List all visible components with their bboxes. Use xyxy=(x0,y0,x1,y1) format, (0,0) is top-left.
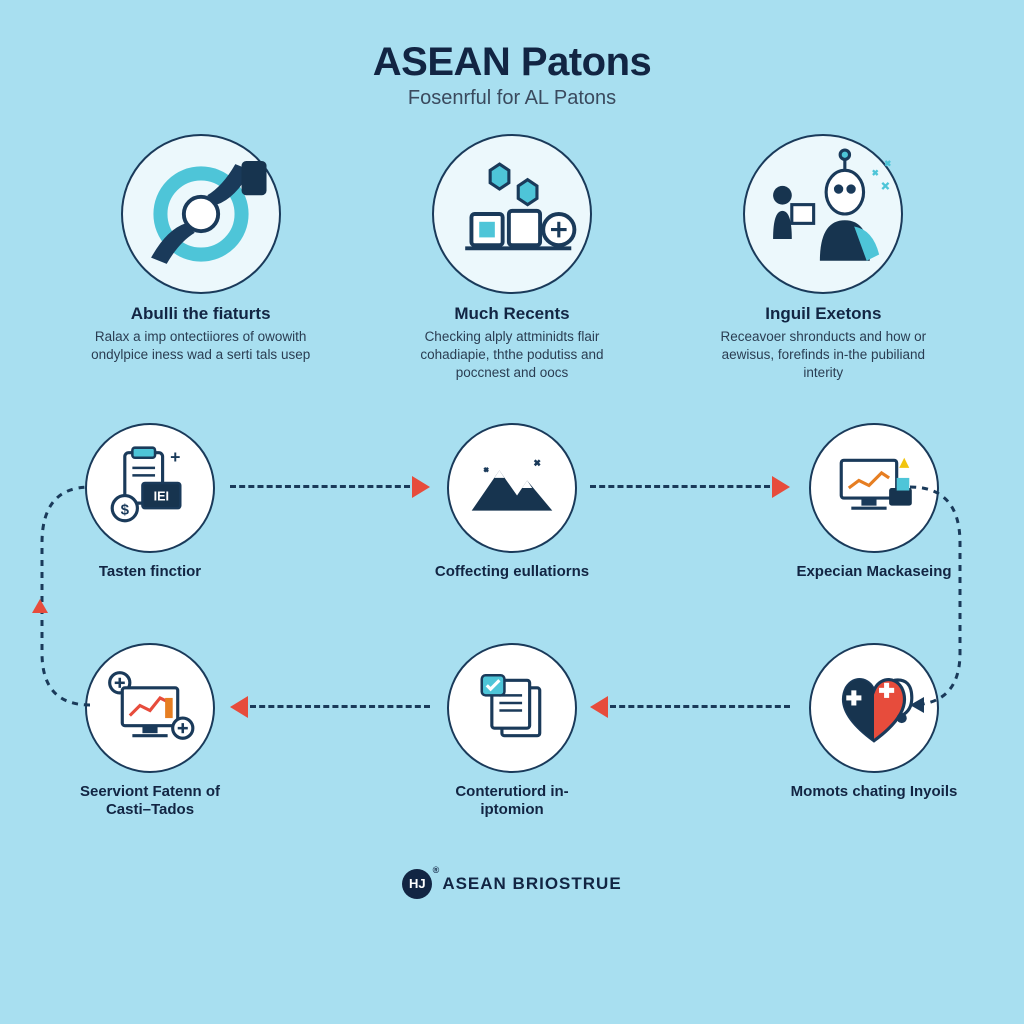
arrow-r2-b xyxy=(230,705,430,709)
flow-label-2: Coffecting eullatiorns xyxy=(435,563,589,582)
flow-diagram: IEI + $ Tasten finctior Coffecting eulla… xyxy=(60,423,964,863)
arrow-r1-a xyxy=(230,485,430,489)
top-item-3: Inguil Exetons Receavoer shronducts and … xyxy=(683,134,964,383)
top-desc-3: Receavoer shronducts and how or aewisus,… xyxy=(713,328,933,383)
footer-brand: ASEAN BRIOSTRUE xyxy=(442,874,621,894)
footer: HJ ASEAN BRIOSTRUE xyxy=(60,869,964,899)
flow-label-1: Tasten finctior xyxy=(99,563,201,582)
robot-person-icon xyxy=(743,134,903,294)
top-item-1: Abulli the fiaturts Ralax a imp ontectii… xyxy=(60,134,341,383)
page-subtitle: Fosenrful for AL Patons xyxy=(60,87,964,110)
flow-label-5: Conterutiord in-iptomion xyxy=(427,783,597,821)
top-desc-2: Checking alply attminidts flair cohadiap… xyxy=(402,328,622,383)
arrow-right-curve xyxy=(910,483,980,718)
footer-badge-icon: HJ xyxy=(402,869,432,899)
top-label-1: Abulli the fiaturts xyxy=(131,304,271,324)
monitor-trend-icon xyxy=(85,643,215,773)
flow-item-5: Conterutiord in-iptomion xyxy=(422,643,602,821)
mountains-icon xyxy=(447,423,577,553)
header: ASEAN Patons Fosenrful for AL Patons xyxy=(60,40,964,110)
svg-text:IEI: IEI xyxy=(154,489,169,503)
top-desc-1: Ralax a imp ontectiiores of owowith ondy… xyxy=(91,328,311,364)
arrow-left-curve xyxy=(30,483,100,718)
hands-wheel-icon xyxy=(121,134,281,294)
flow-label-6: Momots chating Inyoils xyxy=(791,783,958,802)
top-item-2: Much Recents Checking alply attminidts f… xyxy=(371,134,652,383)
documents-check-icon xyxy=(447,643,577,773)
page-title: ASEAN Patons xyxy=(60,40,964,85)
top-row: Abulli the fiaturts Ralax a imp ontectii… xyxy=(60,134,964,383)
svg-text:$: $ xyxy=(121,501,130,518)
flow-item-2: Coffecting eullatiorns xyxy=(422,423,602,582)
svg-text:+: + xyxy=(170,446,180,466)
badges-icon xyxy=(432,134,592,294)
arrow-r1-b xyxy=(590,485,790,489)
top-label-2: Much Recents xyxy=(454,304,569,324)
flow-row-2: Seerviont Fatenn of Casti–Tados Conterut… xyxy=(60,643,964,821)
top-label-3: Inguil Exetons xyxy=(765,304,881,324)
flow-label-4: Seerviont Fatenn of Casti–Tados xyxy=(65,783,235,821)
flow-row-1: IEI + $ Tasten finctior Coffecting eulla… xyxy=(60,423,964,582)
clipboard-money-icon: IEI + $ xyxy=(85,423,215,553)
arrow-r2-a xyxy=(590,705,790,709)
